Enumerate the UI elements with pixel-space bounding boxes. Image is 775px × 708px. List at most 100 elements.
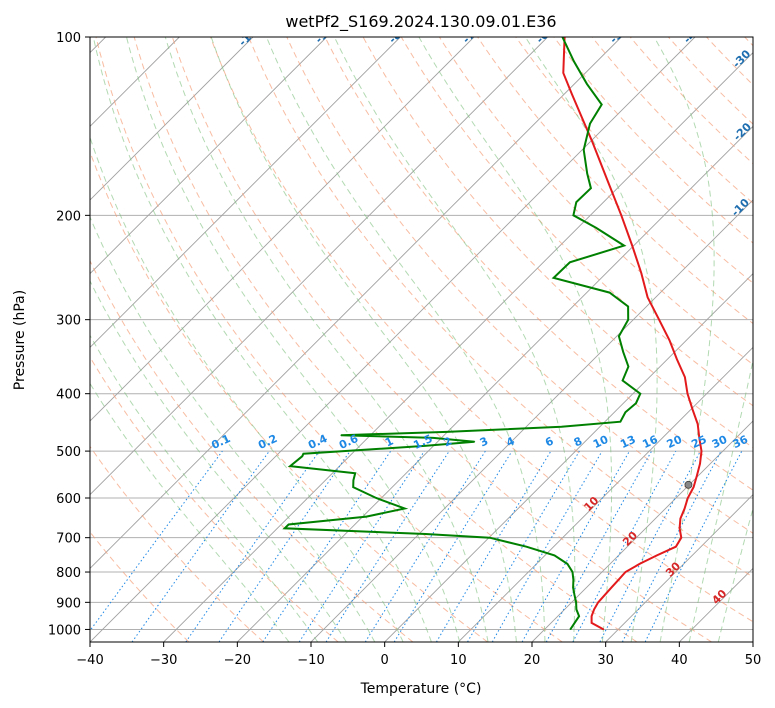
- temperature-point: [631, 245, 633, 247]
- dry-adiabat-line: [90, 445, 264, 642]
- dewpoint-point: [473, 441, 476, 443]
- dry-adiabat-line: [591, 37, 753, 204]
- x-tick-label: −20: [224, 653, 251, 668]
- dewpoint-point: [609, 291, 611, 294]
- dewpoint-point: [627, 319, 629, 321]
- moist-adiabat-line: [266, 37, 546, 642]
- dewpoint-point: [569, 261, 571, 263]
- y-tick-label: 400: [56, 388, 81, 403]
- moist-adiabat-line: [210, 37, 517, 642]
- temperature-point: [624, 571, 627, 573]
- temperature-point: [656, 554, 658, 557]
- x-tick-label: 20: [524, 653, 541, 668]
- mixing-ratio-label: 8: [572, 434, 584, 449]
- x-tick-label: 30: [597, 653, 614, 668]
- dry-adiabat-line: [90, 150, 488, 642]
- dewpoint-point: [302, 453, 304, 455]
- dewpoint-point: [525, 546, 527, 548]
- moist-adiabat-line: [653, 37, 715, 642]
- dewpoint-point: [289, 465, 291, 467]
- temperature-point: [676, 358, 678, 360]
- dewpoint-point: [301, 455, 303, 457]
- temperature-point: [658, 319, 660, 321]
- dewpoint-point: [578, 615, 580, 617]
- moist-adiabat-label: 30: [663, 559, 683, 579]
- moist-adiabat-line: [524, 37, 658, 642]
- dewpoint-point: [365, 516, 367, 518]
- mixing-ratio-line: [644, 450, 743, 642]
- x-tick-label: 50: [745, 653, 762, 668]
- temperature-point: [617, 579, 619, 581]
- dry-adiabat-label: -20: [731, 120, 754, 143]
- dry-adiabat-line: [90, 259, 414, 642]
- dewpoint-point: [573, 594, 576, 596]
- isotherm-line: [752, 641, 753, 642]
- dry-adiabat-line: [515, 37, 753, 284]
- y-tick-label: 1000: [48, 623, 81, 638]
- dewpoint-point: [639, 393, 641, 395]
- isotherm-line: [458, 346, 753, 642]
- dry-adiabat-line: [668, 37, 753, 125]
- isotherm-line: [605, 494, 753, 642]
- moist-adiabat-line: [126, 37, 461, 642]
- temperature-point: [602, 628, 605, 631]
- dewpoint-point: [623, 245, 625, 247]
- mixing-ratio-label: 25: [689, 433, 708, 451]
- temperature-trace: [562, 37, 703, 631]
- dewpoint-point: [340, 434, 342, 436]
- mixing-ratio-label: 20: [665, 433, 685, 451]
- moist-adiabat-line: [90, 215, 376, 642]
- y-tick-label: 600: [56, 492, 81, 507]
- y-tick-label: 800: [56, 566, 81, 581]
- temperature-point: [687, 497, 689, 499]
- dewpoint-trace: [282, 37, 642, 630]
- isotherm-line: [237, 125, 753, 642]
- mixing-ratio-label: 36: [731, 433, 751, 451]
- dewpoint-point: [627, 365, 630, 368]
- dewpoint-point: [432, 437, 434, 439]
- isotherm-line: [90, 37, 327, 275]
- temperature-point: [590, 622, 593, 624]
- temperature-point: [591, 140, 593, 142]
- dry-adiabat-label: -90: [313, 23, 336, 46]
- temperature-point: [610, 587, 613, 589]
- temperature-point: [597, 601, 599, 603]
- isotherm-line: [90, 37, 696, 642]
- mixing-ratio-line: [435, 450, 552, 642]
- temperature-point: [675, 546, 677, 548]
- isotherm-line: [90, 37, 475, 422]
- dewpoint-point: [590, 187, 592, 189]
- moist-adiabat-line: [717, 506, 753, 642]
- y-tick-label: 500: [56, 445, 81, 460]
- moist-adiabat-line: [90, 382, 290, 642]
- dry-adiabat-line: [90, 356, 339, 642]
- dewpoint-point: [352, 479, 354, 481]
- mixing-ratio-label: 10: [591, 433, 611, 451]
- isotherm-line: [90, 37, 401, 348]
- dry-adiabat-label: -100: [236, 20, 265, 49]
- plot-frame: [89, 36, 754, 643]
- isotherm-line: [531, 420, 753, 642]
- dry-adiabat-line: [362, 37, 753, 449]
- temperature-point: [591, 615, 593, 617]
- temperature-point: [640, 272, 642, 274]
- dry-adiabat-line: [133, 37, 638, 642]
- dry-adiabat-line: [95, 37, 563, 642]
- dewpoint-point: [404, 507, 406, 510]
- moist-adiabat-line: [92, 37, 432, 642]
- mixing-ratio-line: [185, 450, 320, 642]
- series-layer: [282, 37, 703, 631]
- temperature-point: [692, 486, 695, 488]
- adiabat-label-layer: 0.1 0.2 0.4 0.6 1 1.5 2 3 4 6 8 10 13 16 20 25 30 36-100-…: [209, 20, 754, 607]
- dewpoint-point: [574, 622, 576, 624]
- moist-adiabat-line: [164, 37, 489, 642]
- x-tick-label: −10: [297, 653, 324, 668]
- dewpoint-point: [569, 628, 571, 631]
- dry-adiabat-line: [90, 531, 190, 642]
- dewpoint-point: [619, 421, 622, 423]
- isotherm-line: [384, 273, 753, 642]
- temperature-point: [647, 296, 649, 298]
- y-tick-label: 100: [56, 31, 81, 46]
- dewpoint-point: [572, 579, 575, 581]
